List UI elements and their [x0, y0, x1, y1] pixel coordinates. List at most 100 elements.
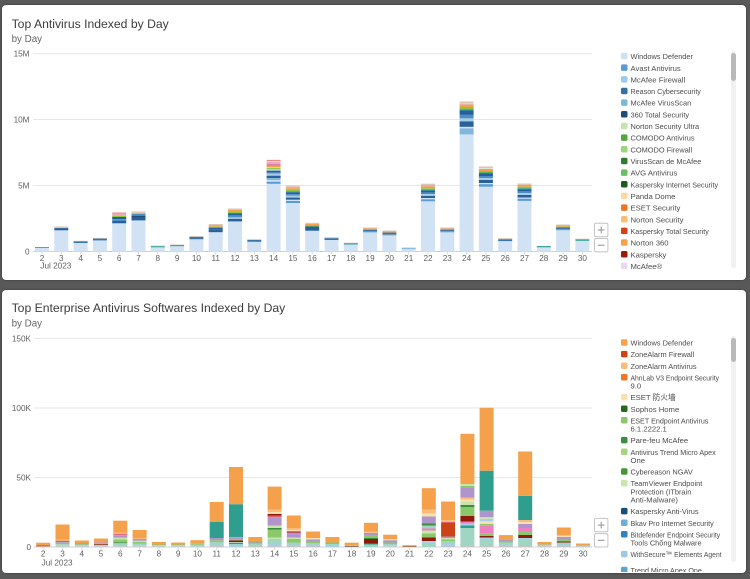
- svg-text:4: 4: [80, 550, 85, 559]
- svg-text:Norton Security Ultra: Norton Security Ultra: [631, 122, 700, 131]
- svg-text:0: 0: [25, 248, 30, 257]
- svg-text:14: 14: [269, 254, 279, 263]
- svg-text:20: 20: [386, 550, 396, 559]
- svg-text:9: 9: [176, 550, 181, 559]
- svg-text:100K: 100K: [12, 404, 32, 413]
- svg-text:24: 24: [463, 550, 473, 559]
- svg-text:COMODO Antivirus: COMODO Antivirus: [631, 134, 695, 143]
- svg-text:Panda Dome: Panda Dome: [631, 192, 676, 201]
- svg-text:Jul 2023: Jul 2023: [40, 261, 71, 270]
- svg-text:11: 11: [211, 254, 220, 263]
- svg-text:AhnLab V3 Endpoint Security: AhnLab V3 Endpoint Security: [631, 373, 720, 382]
- svg-text:Bkav Pro Internet Security: Bkav Pro Internet Security: [631, 519, 714, 528]
- svg-text:22: 22: [424, 550, 434, 559]
- svg-text:ESET Endpoint Antivirus: ESET Endpoint Antivirus: [631, 416, 709, 425]
- svg-text:30: 30: [578, 550, 588, 559]
- svg-text:McAfee®: McAfee®: [631, 262, 663, 271]
- svg-text:Norton 360: Norton 360: [631, 239, 669, 248]
- svg-text:Protection (ITbrain: Protection (ITbrain: [631, 487, 692, 496]
- svg-text:15M: 15M: [14, 50, 30, 59]
- svg-text:Top Enterprise Antivirus Softw: Top Enterprise Antivirus Softwares Index…: [12, 301, 287, 315]
- svg-text:27: 27: [521, 550, 531, 559]
- svg-text:23: 23: [443, 254, 453, 263]
- svg-text:17: 17: [327, 254, 337, 263]
- svg-text:Pare-feu McAfee: Pare-feu McAfee: [631, 436, 689, 445]
- svg-text:ESET Security: ESET Security: [631, 204, 681, 213]
- svg-text:10M: 10M: [14, 116, 30, 125]
- svg-text:Anti-Malware): Anti-Malware): [631, 496, 679, 505]
- svg-text:27: 27: [520, 254, 530, 263]
- svg-text:5: 5: [98, 254, 103, 263]
- svg-text:6: 6: [117, 254, 122, 263]
- svg-text:One: One: [631, 456, 646, 465]
- svg-text:Tools Chống Malware: Tools Chống Malware: [631, 539, 702, 548]
- svg-text:2: 2: [40, 254, 45, 263]
- svg-text:COMODO Firewall: COMODO Firewall: [631, 145, 693, 154]
- svg-text:AVG Antivirus: AVG Antivirus: [631, 169, 678, 178]
- svg-text:Windows Defender: Windows Defender: [631, 339, 694, 348]
- svg-text:9: 9: [175, 254, 180, 263]
- svg-text:26: 26: [501, 254, 511, 263]
- svg-text:ZoneAlarm Firewall: ZoneAlarm Firewall: [631, 350, 695, 359]
- svg-text:18: 18: [347, 550, 357, 559]
- svg-text:Sophos Home: Sophos Home: [631, 405, 680, 414]
- svg-text:19: 19: [366, 550, 376, 559]
- svg-text:25: 25: [481, 254, 491, 263]
- svg-text:15: 15: [289, 550, 299, 559]
- svg-text:2: 2: [41, 550, 46, 559]
- svg-text:Jul 2023: Jul 2023: [42, 558, 73, 567]
- svg-text:Kaspersky Internet Security: Kaspersky Internet Security: [631, 180, 719, 189]
- svg-text:9.0: 9.0: [631, 382, 642, 391]
- svg-text:5M: 5M: [18, 182, 30, 191]
- svg-text:7: 7: [136, 254, 141, 263]
- svg-text:12: 12: [231, 550, 241, 559]
- svg-text:5: 5: [99, 550, 104, 559]
- svg-text:22: 22: [423, 254, 433, 263]
- svg-text:16: 16: [309, 550, 319, 559]
- svg-text:0: 0: [26, 543, 31, 552]
- svg-text:15: 15: [288, 254, 298, 263]
- svg-text:McAfee VirusScan: McAfee VirusScan: [631, 99, 692, 108]
- svg-text:26: 26: [501, 550, 511, 559]
- svg-text:Cybereason NGAV: Cybereason NGAV: [631, 468, 694, 477]
- svg-text:7: 7: [137, 550, 142, 559]
- svg-text:Top Antivirus Indexed by Day: Top Antivirus Indexed by Day: [12, 17, 170, 31]
- svg-text:29: 29: [559, 254, 569, 263]
- svg-text:24: 24: [462, 254, 472, 263]
- svg-text:18: 18: [346, 254, 356, 263]
- svg-text:4: 4: [78, 254, 83, 263]
- svg-text:23: 23: [444, 550, 454, 559]
- svg-text:Kaspersky Anti-Virus: Kaspersky Anti-Virus: [631, 507, 699, 516]
- svg-text:10: 10: [192, 254, 202, 263]
- svg-text:WithSecure™ Elements Agent: WithSecure™ Elements Agent: [631, 550, 723, 559]
- svg-text:by Day: by Day: [12, 34, 43, 45]
- svg-text:30: 30: [578, 254, 588, 263]
- svg-text:12: 12: [230, 254, 240, 263]
- svg-text:25: 25: [482, 550, 492, 559]
- svg-text:McAfee Firewall: McAfee Firewall: [631, 75, 686, 84]
- svg-text:Trend Micro Apex One: Trend Micro Apex One: [631, 566, 702, 575]
- svg-text:by Day: by Day: [12, 319, 43, 330]
- svg-text:19: 19: [366, 254, 376, 263]
- svg-text:21: 21: [404, 254, 414, 263]
- svg-text:21: 21: [405, 550, 415, 559]
- svg-text:28: 28: [539, 254, 549, 263]
- svg-text:13: 13: [251, 550, 261, 559]
- svg-text:14: 14: [270, 550, 280, 559]
- svg-text:Bitdefender Endpoint Security: Bitdefender Endpoint Security: [631, 530, 721, 539]
- svg-text:Reason Cybersecurity: Reason Cybersecurity: [631, 87, 702, 96]
- svg-text:16: 16: [308, 254, 318, 263]
- svg-text:Avast Antivirus: Avast Antivirus: [631, 64, 681, 73]
- svg-text:20: 20: [385, 254, 395, 263]
- svg-text:Kaspersky: Kaspersky: [631, 250, 667, 259]
- svg-text:17: 17: [328, 550, 338, 559]
- svg-text:11: 11: [212, 550, 221, 559]
- svg-text:Windows Defender: Windows Defender: [631, 52, 694, 61]
- svg-text:Norton Security: Norton Security: [631, 215, 684, 224]
- svg-text:Kaspersky Total Security: Kaspersky Total Security: [631, 227, 709, 236]
- svg-text:29: 29: [559, 550, 569, 559]
- svg-text:8: 8: [157, 550, 162, 559]
- svg-text:6.1.2222.1: 6.1.2222.1: [631, 425, 667, 434]
- svg-text:360 Total Security: 360 Total Security: [631, 110, 690, 119]
- svg-text:3: 3: [59, 254, 64, 263]
